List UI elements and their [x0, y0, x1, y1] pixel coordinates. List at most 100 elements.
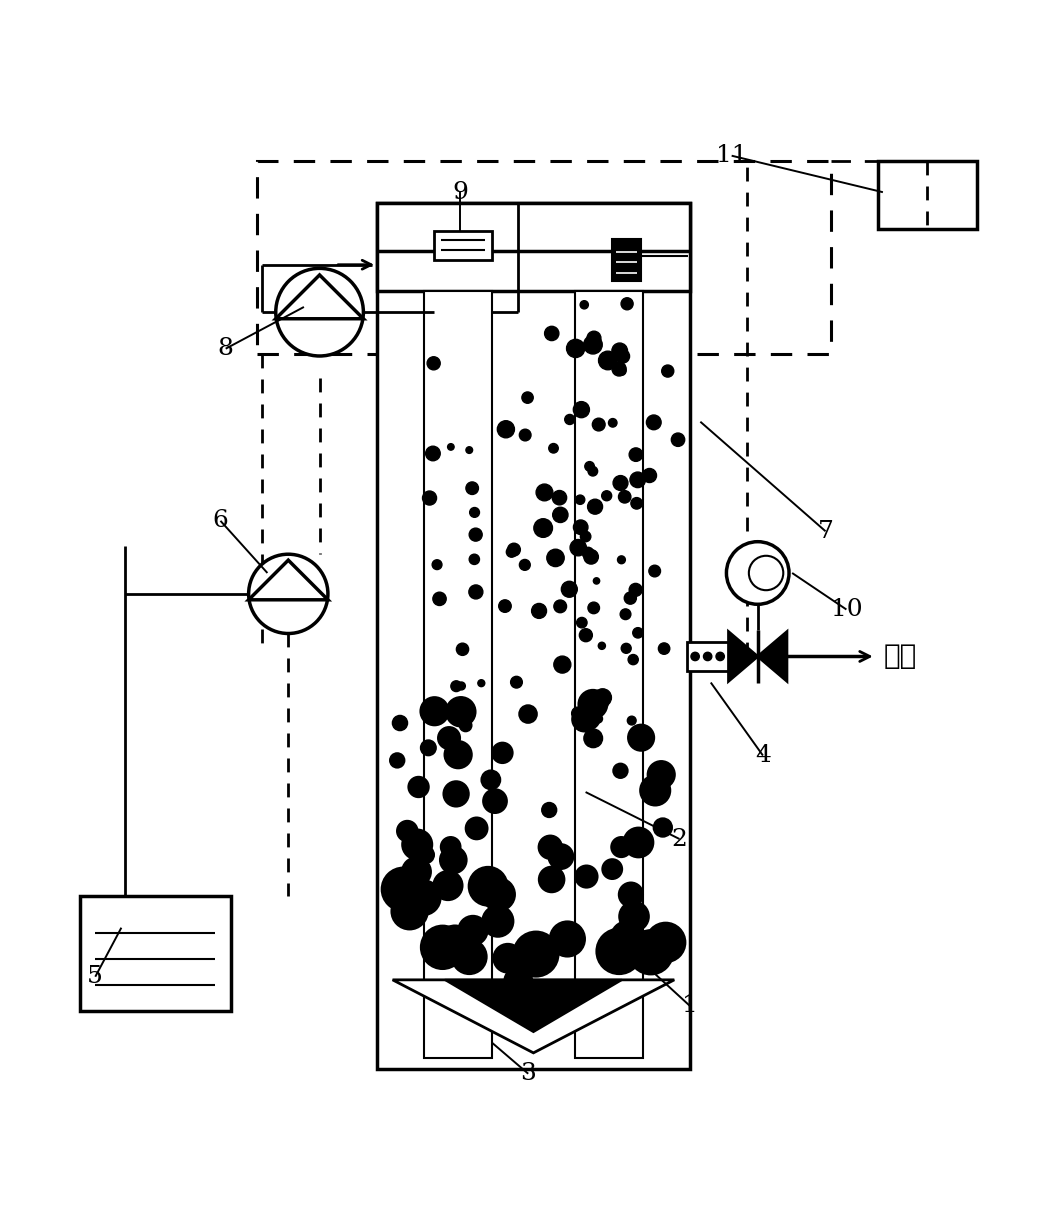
Circle shape [545, 327, 559, 340]
Circle shape [621, 297, 633, 310]
Circle shape [494, 944, 522, 973]
Circle shape [585, 462, 594, 471]
Circle shape [613, 475, 628, 490]
Circle shape [654, 818, 673, 837]
Circle shape [647, 761, 675, 789]
Circle shape [575, 865, 597, 887]
Bar [612, 239, 641, 280]
Circle shape [578, 690, 608, 719]
Circle shape [584, 550, 598, 564]
Text: 9: 9 [453, 180, 469, 204]
Circle shape [552, 507, 568, 523]
Circle shape [596, 929, 642, 974]
Circle shape [470, 507, 479, 517]
Circle shape [554, 600, 567, 613]
Circle shape [390, 753, 405, 768]
Circle shape [492, 742, 513, 763]
Circle shape [726, 541, 789, 605]
Circle shape [550, 922, 585, 957]
Text: 6: 6 [212, 510, 228, 533]
Polygon shape [392, 980, 675, 1053]
Circle shape [601, 491, 612, 501]
Circle shape [470, 528, 482, 541]
Circle shape [519, 705, 537, 723]
Circle shape [598, 351, 617, 369]
Circle shape [662, 364, 674, 377]
Circle shape [406, 880, 440, 915]
Circle shape [542, 802, 556, 817]
Text: 2: 2 [672, 828, 687, 851]
Circle shape [658, 642, 669, 655]
Circle shape [457, 681, 465, 690]
Circle shape [459, 719, 472, 731]
Circle shape [420, 925, 464, 969]
Circle shape [420, 697, 449, 725]
Circle shape [570, 540, 587, 556]
Circle shape [417, 846, 434, 863]
Circle shape [573, 401, 590, 418]
Circle shape [537, 484, 553, 501]
Circle shape [427, 357, 440, 369]
Circle shape [594, 695, 609, 709]
Circle shape [432, 560, 442, 569]
Circle shape [408, 777, 429, 797]
Circle shape [592, 418, 605, 432]
Circle shape [439, 846, 467, 874]
Bar [575, 291, 643, 1058]
Circle shape [456, 644, 469, 656]
Circle shape [704, 652, 712, 661]
Circle shape [510, 677, 522, 688]
Circle shape [465, 482, 478, 495]
Circle shape [582, 696, 604, 718]
Circle shape [594, 714, 602, 723]
Circle shape [581, 301, 588, 308]
Circle shape [382, 868, 425, 911]
Circle shape [649, 566, 660, 577]
Circle shape [717, 652, 724, 661]
Text: 11: 11 [715, 144, 748, 167]
Circle shape [497, 421, 515, 438]
Circle shape [691, 652, 700, 661]
Circle shape [618, 490, 631, 503]
Circle shape [612, 362, 627, 375]
Text: 10: 10 [831, 599, 862, 620]
Circle shape [609, 418, 617, 427]
Circle shape [628, 717, 636, 725]
Circle shape [438, 727, 460, 750]
Circle shape [549, 444, 559, 453]
Circle shape [588, 500, 602, 514]
Bar [434, 230, 492, 260]
Circle shape [452, 940, 486, 974]
Circle shape [612, 343, 628, 358]
Circle shape [575, 495, 585, 505]
Circle shape [672, 433, 685, 446]
Text: 4: 4 [755, 744, 771, 767]
Circle shape [402, 829, 432, 859]
Text: 3: 3 [520, 1062, 537, 1085]
Bar [257, 161, 831, 354]
Bar [424, 291, 492, 1058]
Circle shape [531, 603, 546, 618]
Circle shape [504, 968, 532, 995]
Circle shape [514, 940, 548, 974]
Circle shape [402, 857, 431, 886]
Circle shape [514, 931, 559, 976]
Circle shape [458, 915, 487, 945]
Bar [377, 202, 690, 1069]
Circle shape [433, 592, 447, 606]
Circle shape [539, 867, 565, 892]
Circle shape [619, 902, 649, 931]
Bar [687, 642, 728, 670]
Circle shape [562, 581, 577, 597]
Circle shape [640, 775, 670, 806]
Circle shape [470, 555, 479, 564]
Circle shape [506, 547, 517, 557]
Circle shape [620, 608, 631, 619]
Circle shape [587, 332, 600, 345]
Polygon shape [757, 631, 787, 681]
Circle shape [465, 446, 473, 453]
Circle shape [433, 872, 462, 900]
Bar [79, 896, 231, 1011]
Bar [377, 202, 690, 291]
Circle shape [594, 689, 612, 706]
